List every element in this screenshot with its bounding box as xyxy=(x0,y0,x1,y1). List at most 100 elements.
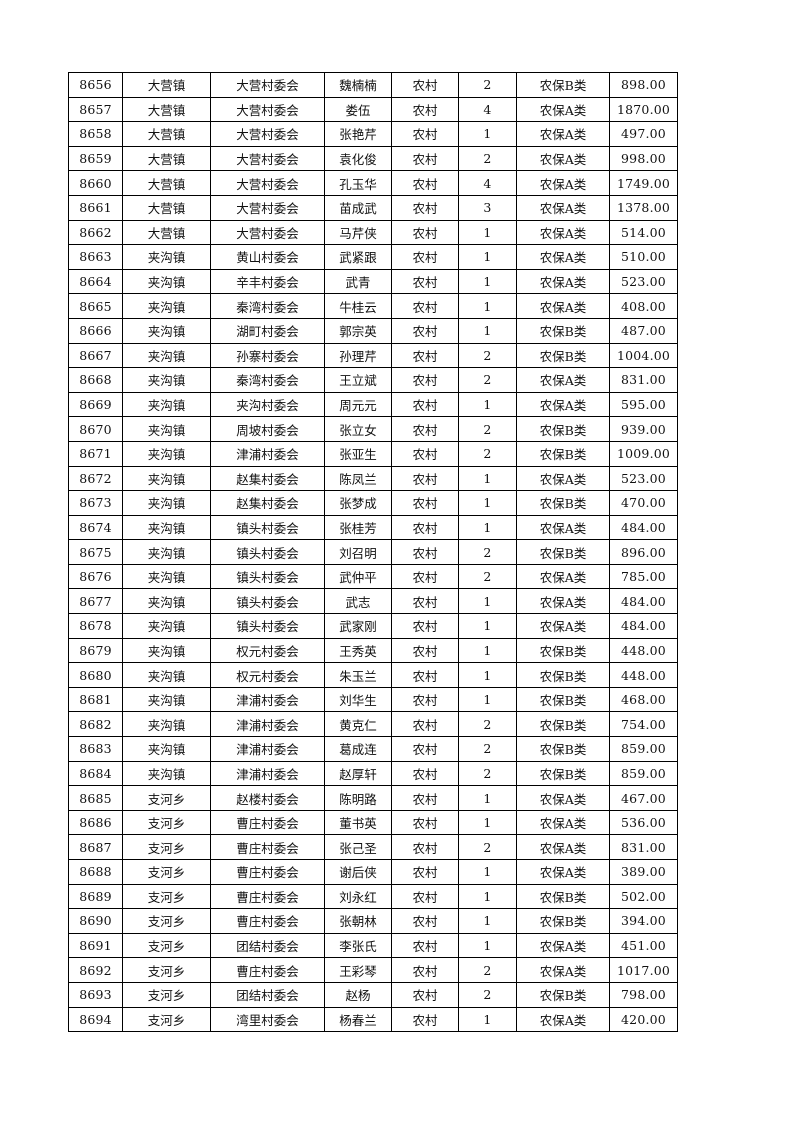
row-number-cell: 8656 xyxy=(68,72,123,98)
village-committee-cell: 权元村委会 xyxy=(210,662,325,688)
insurance-category-cell: 农保A类 xyxy=(516,588,610,615)
person-name-cell: 张己圣 xyxy=(324,834,392,860)
table-row: 8675 夹沟镇 镇头村委会 刘召明 农村 2 农保B类 896.00 xyxy=(68,539,678,565)
amount-cell: 467.00 xyxy=(609,785,678,811)
family-size-cell: 4 xyxy=(458,96,517,123)
person-name-cell: 李张氏 xyxy=(324,932,392,959)
household-type-cell: 农村 xyxy=(391,563,459,590)
amount-cell: 859.00 xyxy=(609,736,678,762)
insurance-category-cell: 农保A类 xyxy=(516,244,610,270)
village-committee-cell: 赵楼村委会 xyxy=(210,785,325,811)
amount-cell: 859.00 xyxy=(609,760,678,787)
person-name-cell: 刘召明 xyxy=(324,539,392,565)
family-size-cell: 1 xyxy=(458,662,517,688)
village-committee-cell: 曹庄村委会 xyxy=(210,834,325,860)
village-committee-cell: 曹庄村委会 xyxy=(210,908,325,934)
household-type-cell: 农村 xyxy=(391,194,459,221)
table-row: 8657 大营镇 大营村委会 娄伍 农村 4 农保A类 1870.00 xyxy=(68,96,678,123)
row-number-cell: 8662 xyxy=(68,219,123,246)
village-committee-cell: 曹庄村委会 xyxy=(210,883,325,910)
family-size-cell: 2 xyxy=(458,834,517,860)
person-name-cell: 黄克仁 xyxy=(324,711,392,738)
table-row: 8689 支河乡 曹庄村委会 刘永红 农村 1 农保B类 502.00 xyxy=(68,883,678,910)
household-type-cell: 农村 xyxy=(391,367,459,393)
village-committee-cell: 曹庄村委会 xyxy=(210,957,325,983)
table-row: 8691 支河乡 团结村委会 李张氏 农村 1 农保A类 451.00 xyxy=(68,932,678,959)
person-name-cell: 王彩琴 xyxy=(324,957,392,983)
family-size-cell: 1 xyxy=(458,293,517,319)
household-type-cell: 农村 xyxy=(391,637,459,664)
village-committee-cell: 湖町村委会 xyxy=(210,317,325,344)
row-number-cell: 8685 xyxy=(68,785,123,811)
town-cell: 夹沟镇 xyxy=(122,514,211,541)
person-name-cell: 孔玉华 xyxy=(324,170,392,196)
amount-cell: 394.00 xyxy=(609,908,678,934)
family-size-cell: 1 xyxy=(458,1006,517,1033)
household-type-cell: 农村 xyxy=(391,957,459,983)
village-committee-cell: 镇头村委会 xyxy=(210,613,325,639)
row-number-cell: 8658 xyxy=(68,121,123,147)
row-number-cell: 8670 xyxy=(68,416,123,442)
table-row: 8681 夹沟镇 津浦村委会 刘华生 农村 1 农保B类 468.00 xyxy=(68,686,678,713)
amount-cell: 448.00 xyxy=(609,662,678,688)
insurance-category-cell: 农保B类 xyxy=(516,637,610,664)
village-committee-cell: 镇头村委会 xyxy=(210,588,325,615)
insurance-category-cell: 农保A类 xyxy=(516,957,610,983)
table-row: 8693 支河乡 团结村委会 赵杨 农村 2 农保B类 798.00 xyxy=(68,981,678,1008)
amount-cell: 484.00 xyxy=(609,588,678,615)
family-size-cell: 1 xyxy=(458,809,517,836)
amount-cell: 536.00 xyxy=(609,809,678,836)
amount-cell: 798.00 xyxy=(609,981,678,1008)
amount-cell: 484.00 xyxy=(609,613,678,639)
village-committee-cell: 大营村委会 xyxy=(210,121,325,147)
village-committee-cell: 团结村委会 xyxy=(210,981,325,1008)
row-number-cell: 8663 xyxy=(68,244,123,270)
village-committee-cell: 镇头村委会 xyxy=(210,539,325,565)
insurance-category-cell: 农保A类 xyxy=(516,219,610,246)
household-type-cell: 农村 xyxy=(391,268,459,295)
household-type-cell: 农村 xyxy=(391,96,459,123)
insurance-category-cell: 农保A类 xyxy=(516,785,610,811)
family-size-cell: 1 xyxy=(458,883,517,910)
row-number-cell: 8667 xyxy=(68,342,123,369)
table-row: 8690 支河乡 曹庄村委会 张朝林 农村 1 农保B类 394.00 xyxy=(68,908,678,934)
amount-cell: 502.00 xyxy=(609,883,678,910)
row-number-cell: 8694 xyxy=(68,1006,123,1033)
family-size-cell: 1 xyxy=(458,121,517,147)
village-committee-cell: 大营村委会 xyxy=(210,72,325,98)
town-cell: 夹沟镇 xyxy=(122,490,211,516)
family-size-cell: 2 xyxy=(458,957,517,983)
town-cell: 支河乡 xyxy=(122,834,211,860)
village-committee-cell: 大营村委会 xyxy=(210,145,325,172)
insurance-category-cell: 农保A类 xyxy=(516,293,610,319)
table-row: 8677 夹沟镇 镇头村委会 武志 农村 1 农保A类 484.00 xyxy=(68,588,678,615)
family-size-cell: 2 xyxy=(458,711,517,738)
subsidy-table: 8656 大营镇 大营村委会 魏楠楠 农村 2 农保B类 898.00 8657 大营镇 大营村委会… xyxy=(68,72,678,1033)
village-committee-cell: 津浦村委会 xyxy=(210,711,325,738)
table-row: 8660 大营镇 大营村委会 孔玉华 农村 4 农保A类 1749.00 xyxy=(68,170,678,196)
amount-cell: 470.00 xyxy=(609,490,678,516)
village-committee-cell: 津浦村委会 xyxy=(210,760,325,787)
household-type-cell: 农村 xyxy=(391,465,459,492)
village-committee-cell: 湾里村委会 xyxy=(210,1006,325,1033)
household-type-cell: 农村 xyxy=(391,440,459,467)
person-name-cell: 朱玉兰 xyxy=(324,662,392,688)
person-name-cell: 陈明路 xyxy=(324,785,392,811)
insurance-category-cell: 农保A类 xyxy=(516,563,610,590)
town-cell: 支河乡 xyxy=(122,981,211,1008)
row-number-cell: 8673 xyxy=(68,490,123,516)
amount-cell: 595.00 xyxy=(609,391,678,418)
person-name-cell: 陈凤兰 xyxy=(324,465,392,492)
amount-cell: 448.00 xyxy=(609,637,678,664)
family-size-cell: 1 xyxy=(458,686,517,713)
town-cell: 支河乡 xyxy=(122,859,211,885)
town-cell: 夹沟镇 xyxy=(122,588,211,615)
family-size-cell: 2 xyxy=(458,416,517,442)
insurance-category-cell: 农保A类 xyxy=(516,391,610,418)
row-number-cell: 8674 xyxy=(68,514,123,541)
table-row: 8679 夹沟镇 权元村委会 王秀英 农村 1 农保B类 448.00 xyxy=(68,637,678,664)
person-name-cell: 张朝林 xyxy=(324,908,392,934)
household-type-cell: 农村 xyxy=(391,613,459,639)
household-type-cell: 农村 xyxy=(391,932,459,959)
amount-cell: 514.00 xyxy=(609,219,678,246)
